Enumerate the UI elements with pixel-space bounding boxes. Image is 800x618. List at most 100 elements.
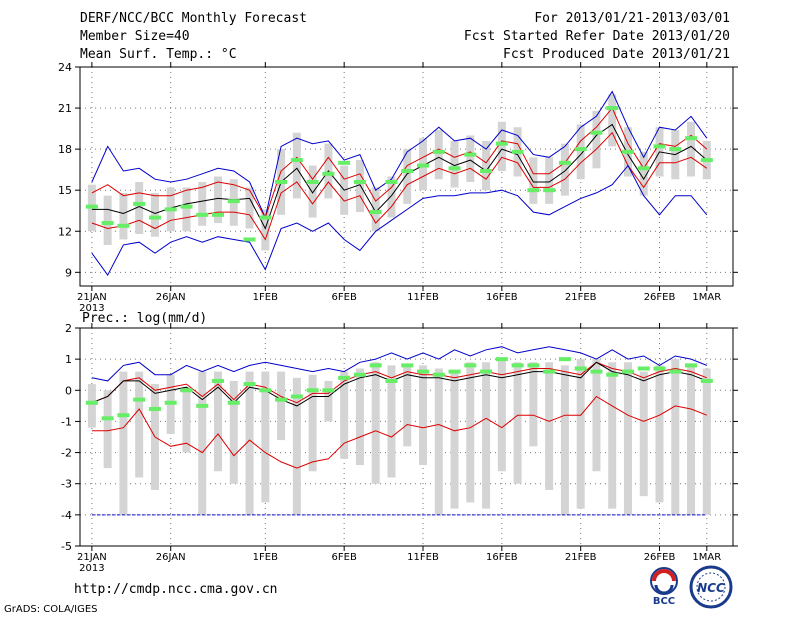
temp-box bbox=[450, 140, 459, 188]
prec-ytick-label: -2 bbox=[61, 447, 72, 460]
temp-obs-marker bbox=[590, 130, 603, 135]
prec-box bbox=[214, 371, 223, 472]
prec-box bbox=[277, 371, 286, 441]
temp-xtick-label: 6FEB bbox=[332, 292, 357, 303]
prec-line-mean bbox=[91, 361, 707, 407]
prec-box bbox=[482, 362, 491, 509]
temp-line-ens_hi bbox=[91, 107, 708, 219]
temp-box bbox=[497, 121, 506, 172]
prec-obs-marker bbox=[196, 403, 209, 408]
prec-xtick-label: 21JAN bbox=[77, 552, 107, 563]
temp-box bbox=[214, 176, 223, 224]
prec-box bbox=[687, 365, 696, 515]
temp-obs-marker bbox=[653, 144, 666, 149]
prec-obs-marker bbox=[574, 366, 587, 371]
temp-obs-marker bbox=[495, 141, 508, 146]
prec-panel-title: Prec.: log(mm/d) bbox=[82, 311, 207, 326]
prec-box bbox=[355, 368, 364, 466]
forecast-produced-date: Fcst Produced Date 2013/01/21 bbox=[503, 47, 730, 62]
temp-box bbox=[371, 187, 380, 232]
temp-box bbox=[103, 195, 112, 245]
prec-xtick-label: 6FEB bbox=[332, 552, 357, 563]
prec-box bbox=[198, 371, 207, 515]
prec-box bbox=[671, 359, 680, 515]
temp-obs-marker bbox=[148, 215, 161, 220]
temp-box bbox=[135, 181, 144, 234]
prec-line-ens_lo bbox=[91, 395, 707, 469]
temp-obs-marker bbox=[306, 179, 319, 184]
prec-box bbox=[308, 374, 317, 472]
temp-box bbox=[560, 143, 569, 196]
temp-xtick-label: 11FEB bbox=[407, 292, 439, 303]
temp-obs-marker bbox=[164, 207, 177, 212]
ncc-logo-text: NCC bbox=[697, 581, 725, 595]
temp-obs-marker bbox=[227, 199, 240, 204]
temp-ytick-label: 21 bbox=[58, 102, 72, 115]
prec-box bbox=[229, 380, 238, 484]
prec-obs-marker bbox=[511, 363, 524, 368]
temp-obs-marker bbox=[353, 179, 366, 184]
prec-obs-marker bbox=[464, 363, 477, 368]
temp-obs-marker bbox=[574, 147, 587, 152]
prec-obs-marker bbox=[606, 372, 619, 377]
member-size-label: Member Size=40 bbox=[80, 29, 190, 44]
temp-box bbox=[150, 192, 159, 237]
prec-xtick-label: 26FEB bbox=[644, 552, 676, 563]
prec-box bbox=[324, 380, 333, 422]
prec-obs-marker bbox=[590, 369, 603, 374]
temp-box bbox=[182, 187, 191, 232]
temp-box bbox=[639, 151, 648, 196]
temp-box bbox=[466, 135, 475, 182]
prec-obs-marker bbox=[700, 378, 713, 383]
temp-obs-marker bbox=[606, 106, 619, 111]
prec-ytick-label: 1 bbox=[65, 353, 72, 366]
prec-obs-marker bbox=[637, 366, 650, 371]
prec-box bbox=[450, 371, 459, 509]
prec-box bbox=[623, 362, 632, 515]
prec-box bbox=[119, 371, 128, 515]
temp-box bbox=[308, 165, 317, 218]
prec-ytick-label: 0 bbox=[65, 384, 72, 397]
prec-xtick-label: 1FEB bbox=[253, 552, 278, 563]
temp-obs-marker bbox=[275, 179, 288, 184]
temp-box bbox=[119, 192, 128, 240]
prec-obs-marker bbox=[543, 369, 556, 374]
temp-box bbox=[355, 160, 364, 213]
prec-box bbox=[592, 359, 601, 472]
prec-obs-marker bbox=[417, 369, 430, 374]
temp-box bbox=[608, 94, 617, 147]
temp-box bbox=[482, 140, 491, 191]
temp-ytick-label: 15 bbox=[58, 184, 72, 197]
prec-xtick-label: 1MAR bbox=[692, 552, 721, 563]
temp-obs-marker bbox=[243, 237, 256, 242]
prec-box bbox=[702, 368, 711, 515]
prec-box bbox=[371, 362, 380, 484]
temp-obs-marker bbox=[180, 204, 193, 209]
temp-line-min bbox=[91, 164, 708, 277]
temp-box bbox=[687, 121, 696, 177]
prec-obs-marker bbox=[101, 416, 114, 421]
prec-obs-marker bbox=[133, 397, 146, 402]
prec-xtick-label: 26JAN bbox=[156, 552, 186, 563]
prec-obs-marker bbox=[243, 382, 256, 387]
prec-obs-marker bbox=[338, 375, 351, 380]
grads-credit: GrADS: COLA/IGES bbox=[4, 604, 98, 615]
prec-line-ens_hi bbox=[91, 361, 707, 404]
prec-obs-marker bbox=[164, 400, 177, 405]
prec-obs-marker bbox=[290, 394, 303, 399]
prec-box bbox=[608, 362, 617, 509]
temp-obs-marker bbox=[212, 212, 225, 217]
prec-obs-marker bbox=[353, 372, 366, 377]
prec-box bbox=[513, 362, 522, 484]
temp-box bbox=[576, 124, 585, 180]
prec-obs-marker bbox=[621, 369, 634, 374]
temp-line-ens_lo bbox=[91, 131, 708, 241]
prec-box bbox=[182, 387, 191, 453]
temp-obs-marker bbox=[133, 201, 146, 206]
prec-box bbox=[529, 362, 538, 447]
prec-obs-marker bbox=[275, 397, 288, 402]
prec-xtick-label: 11FEB bbox=[407, 552, 439, 563]
source-url[interactable]: http://cmdp.ncc.cma.gov.cn bbox=[74, 582, 278, 597]
variable-label: Mean Surf. Temp.: °C bbox=[80, 47, 237, 62]
